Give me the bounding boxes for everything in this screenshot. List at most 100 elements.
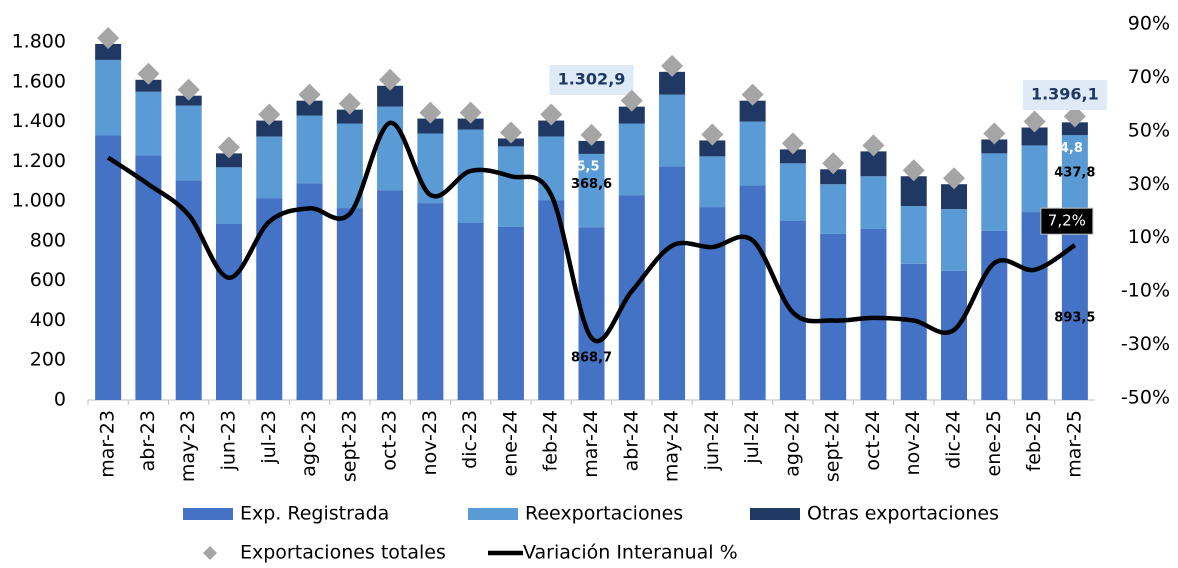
bar-segment bbox=[175, 105, 202, 181]
bar-segment bbox=[417, 118, 444, 134]
x-tick-label: nov-23 bbox=[419, 410, 441, 475]
segment-label: 437,8 bbox=[1054, 165, 1095, 180]
total-label-box bbox=[549, 65, 634, 95]
segment-label: 64,8 bbox=[1051, 141, 1083, 156]
bar-segment bbox=[618, 195, 645, 400]
bar-segment bbox=[215, 167, 242, 224]
variation-line bbox=[106, 120, 1077, 344]
x-tick-label: mar-24 bbox=[580, 410, 602, 478]
total-marker bbox=[580, 123, 603, 146]
y-tick-label: 1.000 bbox=[12, 190, 66, 212]
bar-segment bbox=[377, 106, 404, 191]
y2-tick-label: -50% bbox=[1121, 387, 1170, 409]
bar-segment bbox=[1061, 122, 1088, 136]
total-marker bbox=[701, 123, 724, 146]
total-marker bbox=[781, 132, 804, 155]
bar-segment bbox=[981, 230, 1008, 400]
bar-segment bbox=[377, 85, 404, 107]
legend-swatch bbox=[468, 508, 518, 520]
bar-segment bbox=[739, 100, 766, 122]
total-marker bbox=[258, 103, 281, 126]
bar-segment bbox=[296, 100, 323, 116]
bar-segment bbox=[135, 91, 162, 156]
total-marker bbox=[499, 121, 522, 144]
bar-segment bbox=[860, 228, 887, 400]
x-tick-label: jun-23 bbox=[217, 410, 239, 471]
bar-segment bbox=[336, 109, 363, 124]
bar-segment bbox=[417, 203, 444, 400]
y-tick-label: 1.600 bbox=[12, 70, 66, 92]
total-marker bbox=[177, 78, 200, 101]
total-marker bbox=[419, 101, 442, 124]
y-tick-label: 1.800 bbox=[12, 31, 66, 53]
legend-label: Otras exportaciones bbox=[807, 503, 999, 525]
bar-segment bbox=[699, 156, 726, 208]
y2-tick-label: -10% bbox=[1121, 280, 1170, 302]
bar-segment bbox=[1021, 212, 1048, 400]
legend-label: Exp. Registrada bbox=[240, 503, 389, 525]
bar-segment bbox=[457, 118, 484, 130]
bar-segment bbox=[135, 79, 162, 92]
total-marker bbox=[862, 134, 885, 157]
bar-segment bbox=[860, 176, 887, 229]
y2-tick-label: 70% bbox=[1128, 66, 1170, 88]
bar-segment bbox=[659, 94, 686, 167]
total-marker bbox=[741, 83, 764, 106]
bar-segment bbox=[900, 263, 927, 400]
bar-segment bbox=[336, 208, 363, 400]
bar-segment bbox=[135, 155, 162, 400]
segment-label: 893,5 bbox=[1054, 311, 1095, 326]
bar-segment bbox=[820, 233, 847, 400]
y-tick-label: 200 bbox=[30, 349, 66, 371]
x-tick-label: jul-24 bbox=[741, 410, 763, 465]
bar-segment bbox=[1021, 127, 1048, 146]
bar-segment bbox=[941, 209, 968, 271]
x-tick-label: jul-23 bbox=[258, 410, 280, 465]
x-tick-label: ago-24 bbox=[781, 410, 803, 477]
bar-segment bbox=[215, 223, 242, 400]
bar-segment bbox=[981, 139, 1008, 154]
total-marker bbox=[298, 83, 321, 106]
x-tick-label: ene-24 bbox=[499, 410, 521, 476]
x-tick-label: mar-25 bbox=[1063, 410, 1085, 478]
total-marker bbox=[902, 159, 925, 182]
total-label-box bbox=[1022, 80, 1107, 110]
bar-segment bbox=[497, 226, 524, 400]
total-marker bbox=[943, 167, 966, 190]
variation-label-box bbox=[1040, 207, 1094, 235]
segment-label: 368,6 bbox=[571, 177, 612, 192]
bar-segment bbox=[457, 222, 484, 400]
y2-tick-label: -30% bbox=[1121, 333, 1170, 355]
bar-segment bbox=[941, 270, 968, 400]
total-marker bbox=[1023, 110, 1046, 133]
bar-segment bbox=[256, 198, 283, 400]
bar-segment bbox=[296, 183, 323, 400]
bar-segment bbox=[497, 146, 524, 227]
bar-segment bbox=[95, 59, 122, 136]
bar-segment bbox=[578, 140, 605, 154]
x-tick-label: nov-24 bbox=[902, 410, 924, 475]
total-marker bbox=[983, 122, 1006, 145]
legend-swatch bbox=[203, 546, 217, 560]
x-tick-label: jun-24 bbox=[701, 410, 723, 471]
total-marker bbox=[338, 92, 361, 115]
bar-segment bbox=[618, 123, 645, 196]
total-marker bbox=[661, 54, 684, 77]
total-marker bbox=[540, 103, 563, 126]
y-tick-label: 600 bbox=[30, 269, 66, 291]
bar-segment bbox=[820, 184, 847, 234]
x-tick-label: feb-25 bbox=[1023, 410, 1045, 471]
total-marker bbox=[97, 26, 120, 49]
x-tick-label: abr-23 bbox=[137, 410, 159, 471]
bar-segment bbox=[215, 153, 242, 168]
x-tick-label: ago-23 bbox=[298, 410, 320, 477]
bar-segment bbox=[296, 115, 323, 184]
x-tick-label: oct-24 bbox=[862, 410, 884, 471]
total-marker bbox=[217, 136, 240, 159]
bar-segment bbox=[659, 71, 686, 95]
x-tick-label: may-23 bbox=[177, 410, 199, 482]
x-tick-label: sept-24 bbox=[822, 410, 844, 482]
total-marker bbox=[1063, 105, 1086, 128]
bar-segment bbox=[538, 200, 565, 400]
total-marker bbox=[137, 62, 160, 85]
